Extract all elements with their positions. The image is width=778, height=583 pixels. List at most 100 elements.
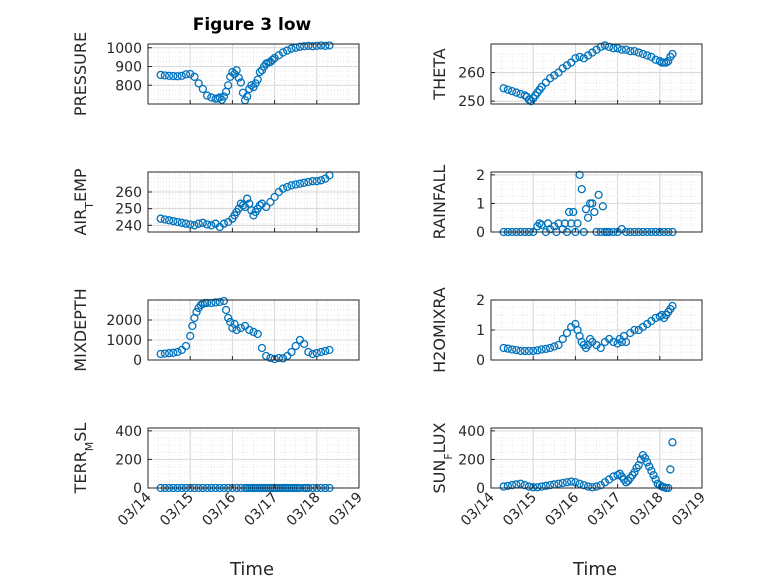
data-point	[640, 453, 650, 463]
y-axis-label: TERRMSL	[71, 423, 96, 495]
data-point	[156, 214, 165, 223]
x-tick-label: 03/15	[500, 490, 540, 530]
data-point	[291, 180, 300, 189]
data-point	[245, 325, 254, 335]
data-point	[554, 219, 563, 228]
x-axis-label-right: Time	[572, 559, 617, 580]
data-point	[283, 46, 292, 55]
y-tick-label: 200	[458, 452, 485, 468]
data-point	[325, 345, 334, 355]
data-point	[642, 51, 652, 60]
data-point	[278, 48, 288, 57]
data-point	[160, 71, 170, 80]
axes-box	[147, 171, 360, 233]
data-point	[173, 347, 182, 357]
data-point	[243, 194, 252, 203]
data-point	[164, 349, 174, 358]
y-tick-label: 260	[458, 66, 485, 82]
data-point	[190, 72, 199, 81]
data-point	[316, 176, 326, 185]
data-point	[529, 483, 538, 492]
data-point	[262, 202, 271, 212]
x-tick-label: 03/16	[542, 489, 582, 529]
axes-box	[147, 43, 360, 105]
data-point	[575, 52, 584, 62]
data-point	[564, 207, 574, 217]
y-axis-label: SUNFLUX	[430, 422, 455, 493]
data-point	[219, 92, 229, 101]
panel-rainfall: 0 1 2 RAINFALL	[430, 165, 703, 241]
data-point	[190, 221, 199, 230]
data-point	[207, 221, 216, 230]
data-point	[316, 41, 326, 50]
data-point	[554, 340, 563, 350]
x-tick-label: 03/19	[326, 490, 366, 530]
data-point	[560, 219, 569, 228]
y-tick-label: 1	[476, 323, 485, 339]
data-point	[312, 177, 321, 186]
data-point	[160, 215, 170, 224]
data-point	[621, 45, 631, 54]
panel-theta: 250 260 THETA	[430, 41, 703, 110]
x-tick-label: 03/18	[284, 490, 324, 530]
panel-pressure: 800 900 1000 PRESSURE	[71, 32, 360, 116]
data-point	[194, 219, 203, 228]
data-point	[533, 346, 542, 355]
data-point	[192, 307, 201, 317]
data-point	[588, 199, 597, 208]
data-point	[253, 75, 262, 84]
data-point	[198, 84, 208, 94]
data-point	[232, 66, 241, 75]
data-point	[621, 337, 631, 347]
data-point	[583, 213, 593, 222]
axes-box	[490, 171, 703, 233]
data-point	[156, 349, 165, 359]
data-point	[630, 325, 639, 335]
data-point	[592, 482, 601, 491]
y-tick-label: 250	[458, 94, 485, 110]
data-point	[247, 81, 256, 90]
data-point	[156, 70, 165, 80]
data-point	[630, 468, 639, 477]
data-point	[186, 331, 195, 341]
data-point	[299, 178, 309, 187]
data-point	[647, 466, 656, 476]
data-point	[164, 71, 174, 81]
data-point	[173, 72, 182, 81]
data-point	[304, 177, 313, 187]
data-point	[583, 482, 593, 491]
y-tick-label: 0	[476, 353, 485, 369]
data-point	[236, 78, 245, 87]
data-point	[605, 42, 614, 52]
data-point	[581, 204, 591, 214]
data-point	[249, 327, 258, 337]
data-point	[507, 86, 517, 96]
y-tick-label: 2	[476, 168, 485, 184]
y-tick-label: 1	[476, 196, 485, 212]
y-tick-label: 250	[115, 202, 142, 218]
y-axis-label: AIRTEMP	[71, 168, 96, 235]
data-point	[579, 480, 588, 490]
figure-title: Figure 3 low	[193, 15, 312, 35]
data-point	[550, 342, 559, 351]
data-point	[499, 343, 508, 353]
data-point	[177, 71, 186, 81]
data-point	[503, 481, 513, 491]
data-point	[554, 68, 563, 77]
data-point	[598, 202, 607, 211]
data-point	[266, 353, 275, 363]
data-point	[613, 44, 622, 53]
data-point	[512, 88, 521, 97]
data-point	[535, 219, 544, 228]
data-point	[169, 348, 178, 357]
data-point	[274, 353, 283, 363]
data-point	[596, 343, 605, 353]
data-point	[181, 70, 191, 79]
data-point	[596, 42, 605, 52]
data-point	[291, 341, 300, 351]
data-point	[219, 219, 229, 228]
data-point	[255, 67, 264, 77]
data-point	[524, 482, 534, 491]
